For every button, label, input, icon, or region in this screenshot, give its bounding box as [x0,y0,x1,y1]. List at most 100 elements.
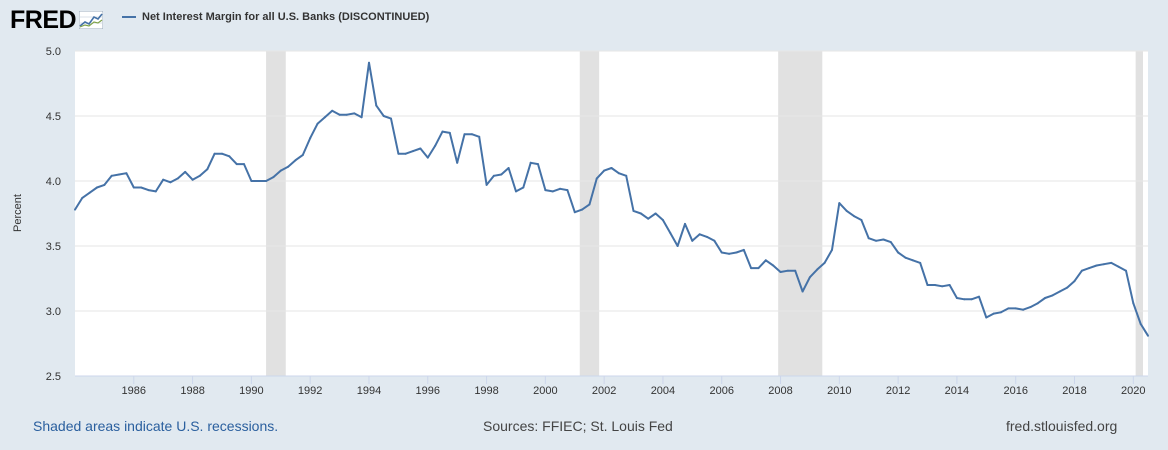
data-point [1036,302,1039,305]
data-point [74,208,76,211]
data-point [1102,263,1105,266]
data-point [559,187,562,190]
recession-note-link[interactable]: Shaded areas indicate U.S. recessions. [33,418,279,434]
x-tick-label: 2016 [1003,385,1027,397]
data-point [404,152,407,155]
sources-text: Sources: FFIEC; St. Louis Fed [483,418,673,434]
y-axis-ticks: 2.5 3.0 3.5 4.0 4.5 5.0 [46,46,61,383]
data-point [867,237,870,240]
data-point [948,284,951,286]
chart-legend[interactable]: Net Interest Margin for all U.S. Banks (… [122,11,429,23]
data-point [779,271,782,273]
data-point [1139,323,1142,325]
data-point [1051,294,1054,297]
data-point [1066,286,1069,289]
data-point [265,180,268,182]
data-point [551,190,554,193]
data-point [500,173,503,176]
x-tick-label: 2014 [945,385,969,397]
x-tick-label: 1994 [357,385,381,397]
data-point [860,219,863,221]
data-point [147,189,150,192]
data-point [1007,307,1010,310]
data-point [331,109,334,112]
data-point [639,212,642,215]
data-point [1117,265,1120,268]
data-point [184,170,187,173]
data-point [360,116,363,119]
data-point [875,239,878,242]
y-tick-label: 5.0 [46,46,61,58]
data-point [169,181,172,184]
x-tick-label: 1992 [298,385,322,397]
data-point [426,156,429,159]
x-tick-label: 1988 [180,385,204,397]
x-tick-label: 2012 [886,385,910,397]
data-point [316,122,319,125]
site-url-text[interactable]: fred.stlouisfed.org [1006,418,1118,434]
y-tick-label: 3.5 [46,241,61,253]
x-tick-label: 2000 [533,385,557,397]
x-tick-label: 1996 [416,385,440,397]
recession-band [579,51,600,376]
x-tick-label: 1986 [122,385,146,397]
data-point [228,155,231,158]
data-point [397,152,400,155]
data-point [390,117,392,120]
data-point [478,135,481,138]
data-point [897,251,900,254]
data-point [456,161,459,164]
data-point [1125,269,1127,272]
x-tick-label: 2018 [1062,385,1086,397]
data-point [845,209,848,212]
data-point [345,113,348,116]
data-point [794,269,797,272]
data-point [676,245,679,247]
fred-logo[interactable]: FRED [10,6,104,34]
data-point [272,176,275,179]
data-point [125,172,128,175]
data-point [691,239,694,242]
x-tick-label: 2020 [1121,385,1145,397]
data-point [323,116,326,119]
data-point [221,152,223,155]
recession-band [778,51,823,376]
data-point [294,159,297,162]
data-point [926,284,929,286]
data-point [654,212,657,215]
data-point [661,219,664,221]
data-point [955,297,958,299]
data-point [492,174,495,177]
data-point [1147,334,1149,337]
line-chart[interactable]: 2.53.03.54.04.55.0 1986 1988 1990 1992 1994 1… [0,0,1168,410]
data-point [118,173,121,176]
data-point [243,163,245,166]
data-point [176,177,179,180]
x-tick-label: 2008 [768,385,792,397]
data-point [1058,290,1061,293]
data-point [647,217,650,220]
data-point [522,186,525,189]
data-point [88,191,91,194]
data-point [970,298,973,301]
data-point [1080,269,1083,272]
data-point [941,285,944,288]
fred-logo-text: FRED [10,6,77,34]
data-point [632,209,635,212]
data-point [537,163,539,166]
data-point [1110,261,1113,264]
data-point [338,113,341,116]
data-point [154,190,157,193]
data-point [1044,297,1047,299]
data-point [610,167,613,169]
data-point [684,222,686,225]
data-point [706,235,708,238]
data-point [728,252,731,255]
y-tick-label: 4.5 [46,111,61,123]
data-point [301,154,304,156]
data-point [786,269,789,272]
data-point [279,169,282,172]
data-point [992,312,995,315]
data-point [588,203,591,206]
data-point [933,284,936,286]
